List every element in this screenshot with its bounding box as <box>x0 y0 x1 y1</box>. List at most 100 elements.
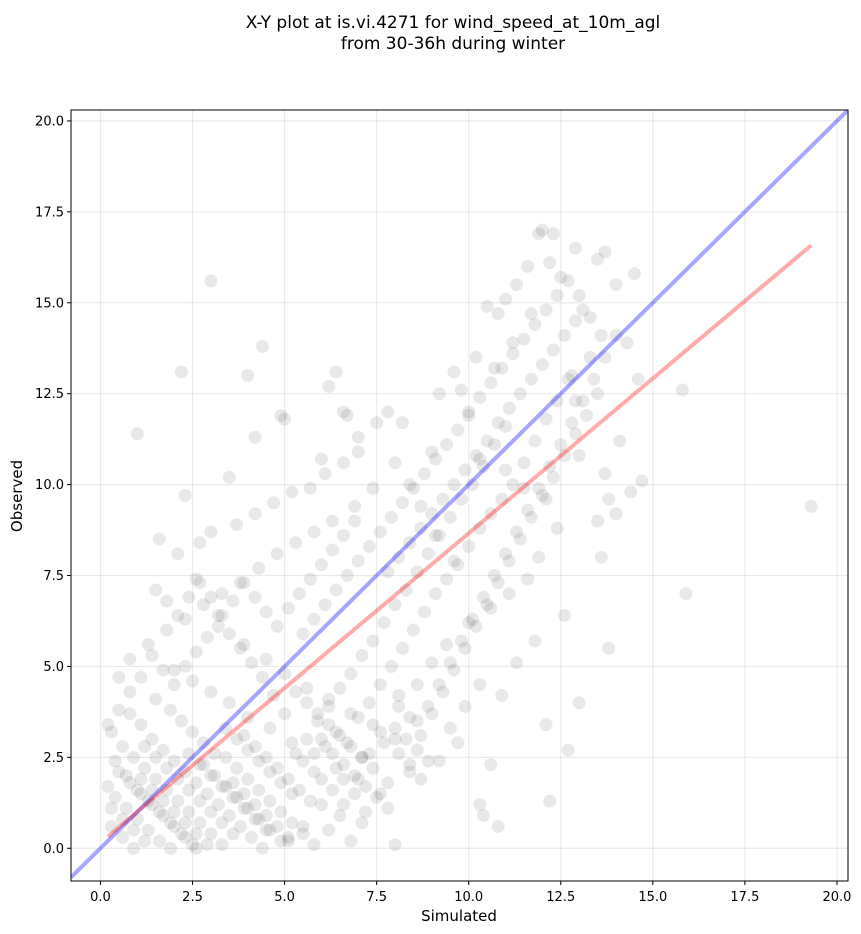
data-point <box>462 408 476 422</box>
data-point <box>314 558 328 572</box>
data-point <box>381 565 395 579</box>
data-point <box>289 747 303 761</box>
data-point <box>222 696 236 710</box>
data-point <box>583 310 597 324</box>
data-point <box>543 794 557 808</box>
data-point <box>197 598 211 612</box>
data-point <box>255 841 269 855</box>
data-point <box>406 623 420 637</box>
data-point <box>230 761 244 775</box>
data-point <box>141 823 155 837</box>
data-point <box>274 834 288 848</box>
data-point <box>469 448 483 462</box>
data-point <box>484 376 498 390</box>
data-point <box>325 543 339 557</box>
data-point <box>186 674 200 688</box>
data-point <box>557 609 571 623</box>
data-point <box>524 372 538 386</box>
data-points <box>101 223 818 855</box>
data-point <box>292 587 306 601</box>
data-point <box>425 656 439 670</box>
data-point <box>627 267 641 281</box>
data-point <box>535 358 549 372</box>
data-point <box>123 652 137 666</box>
data-point <box>576 303 590 317</box>
data-point <box>145 783 159 797</box>
data-point <box>123 776 137 790</box>
data-point <box>388 721 402 735</box>
one-to-one-line <box>71 110 848 879</box>
data-point <box>189 645 203 659</box>
data-point <box>333 681 347 695</box>
data-point <box>348 787 362 801</box>
data-point <box>491 307 505 321</box>
data-point <box>285 816 299 830</box>
data-point <box>141 638 155 652</box>
data-point <box>532 227 546 241</box>
data-point <box>248 507 262 521</box>
data-point <box>392 689 406 703</box>
data-point <box>193 816 207 830</box>
data-point <box>152 834 166 848</box>
data-point <box>322 379 336 393</box>
data-point <box>296 754 310 768</box>
data-point <box>171 609 185 623</box>
data-point <box>410 743 424 757</box>
data-point <box>340 408 354 422</box>
data-point <box>174 714 188 728</box>
data-point <box>458 641 472 655</box>
data-point <box>469 619 483 633</box>
data-point <box>215 609 229 623</box>
data-point <box>333 729 347 743</box>
data-point <box>561 372 575 386</box>
data-point <box>237 576 251 590</box>
x-tick-label: 20.0 <box>822 890 851 905</box>
data-point <box>513 532 527 546</box>
data-point <box>480 299 494 313</box>
data-point <box>418 605 432 619</box>
data-point <box>392 550 406 564</box>
data-point <box>517 332 531 346</box>
data-point <box>278 667 292 681</box>
data-point <box>322 823 336 837</box>
data-point <box>233 819 247 833</box>
data-point <box>502 587 516 601</box>
data-point <box>211 609 225 623</box>
data-point <box>373 787 387 801</box>
data-point <box>211 619 225 633</box>
data-point <box>149 750 163 764</box>
data-point <box>351 772 365 786</box>
data-point <box>458 699 472 713</box>
data-point <box>403 758 417 772</box>
data-point <box>311 714 325 728</box>
data-point <box>591 252 605 266</box>
data-point <box>506 336 520 350</box>
data-point <box>156 743 170 757</box>
data-point <box>580 408 594 422</box>
data-point <box>204 827 218 841</box>
data-point <box>119 801 133 815</box>
data-point <box>149 772 163 786</box>
data-point <box>495 361 509 375</box>
data-point <box>344 834 358 848</box>
data-point <box>267 496 281 510</box>
data-point <box>163 703 177 717</box>
data-point <box>337 772 351 786</box>
chart-title-line-1: X-Y plot at is.vi.4271 for wind_speed_at… <box>246 13 661 33</box>
data-point <box>528 634 542 648</box>
data-point <box>348 769 362 783</box>
data-point <box>451 558 465 572</box>
data-point <box>204 274 218 288</box>
data-point <box>528 318 542 332</box>
data-point <box>550 288 564 302</box>
y-tick-label: 10.0 <box>35 478 64 493</box>
data-point <box>116 830 130 844</box>
data-point <box>193 536 207 550</box>
data-point <box>178 489 192 502</box>
data-point <box>178 659 192 673</box>
data-point <box>289 536 303 550</box>
data-point <box>403 710 417 724</box>
data-point <box>620 336 634 350</box>
data-point <box>414 772 428 786</box>
data-point <box>300 681 314 695</box>
